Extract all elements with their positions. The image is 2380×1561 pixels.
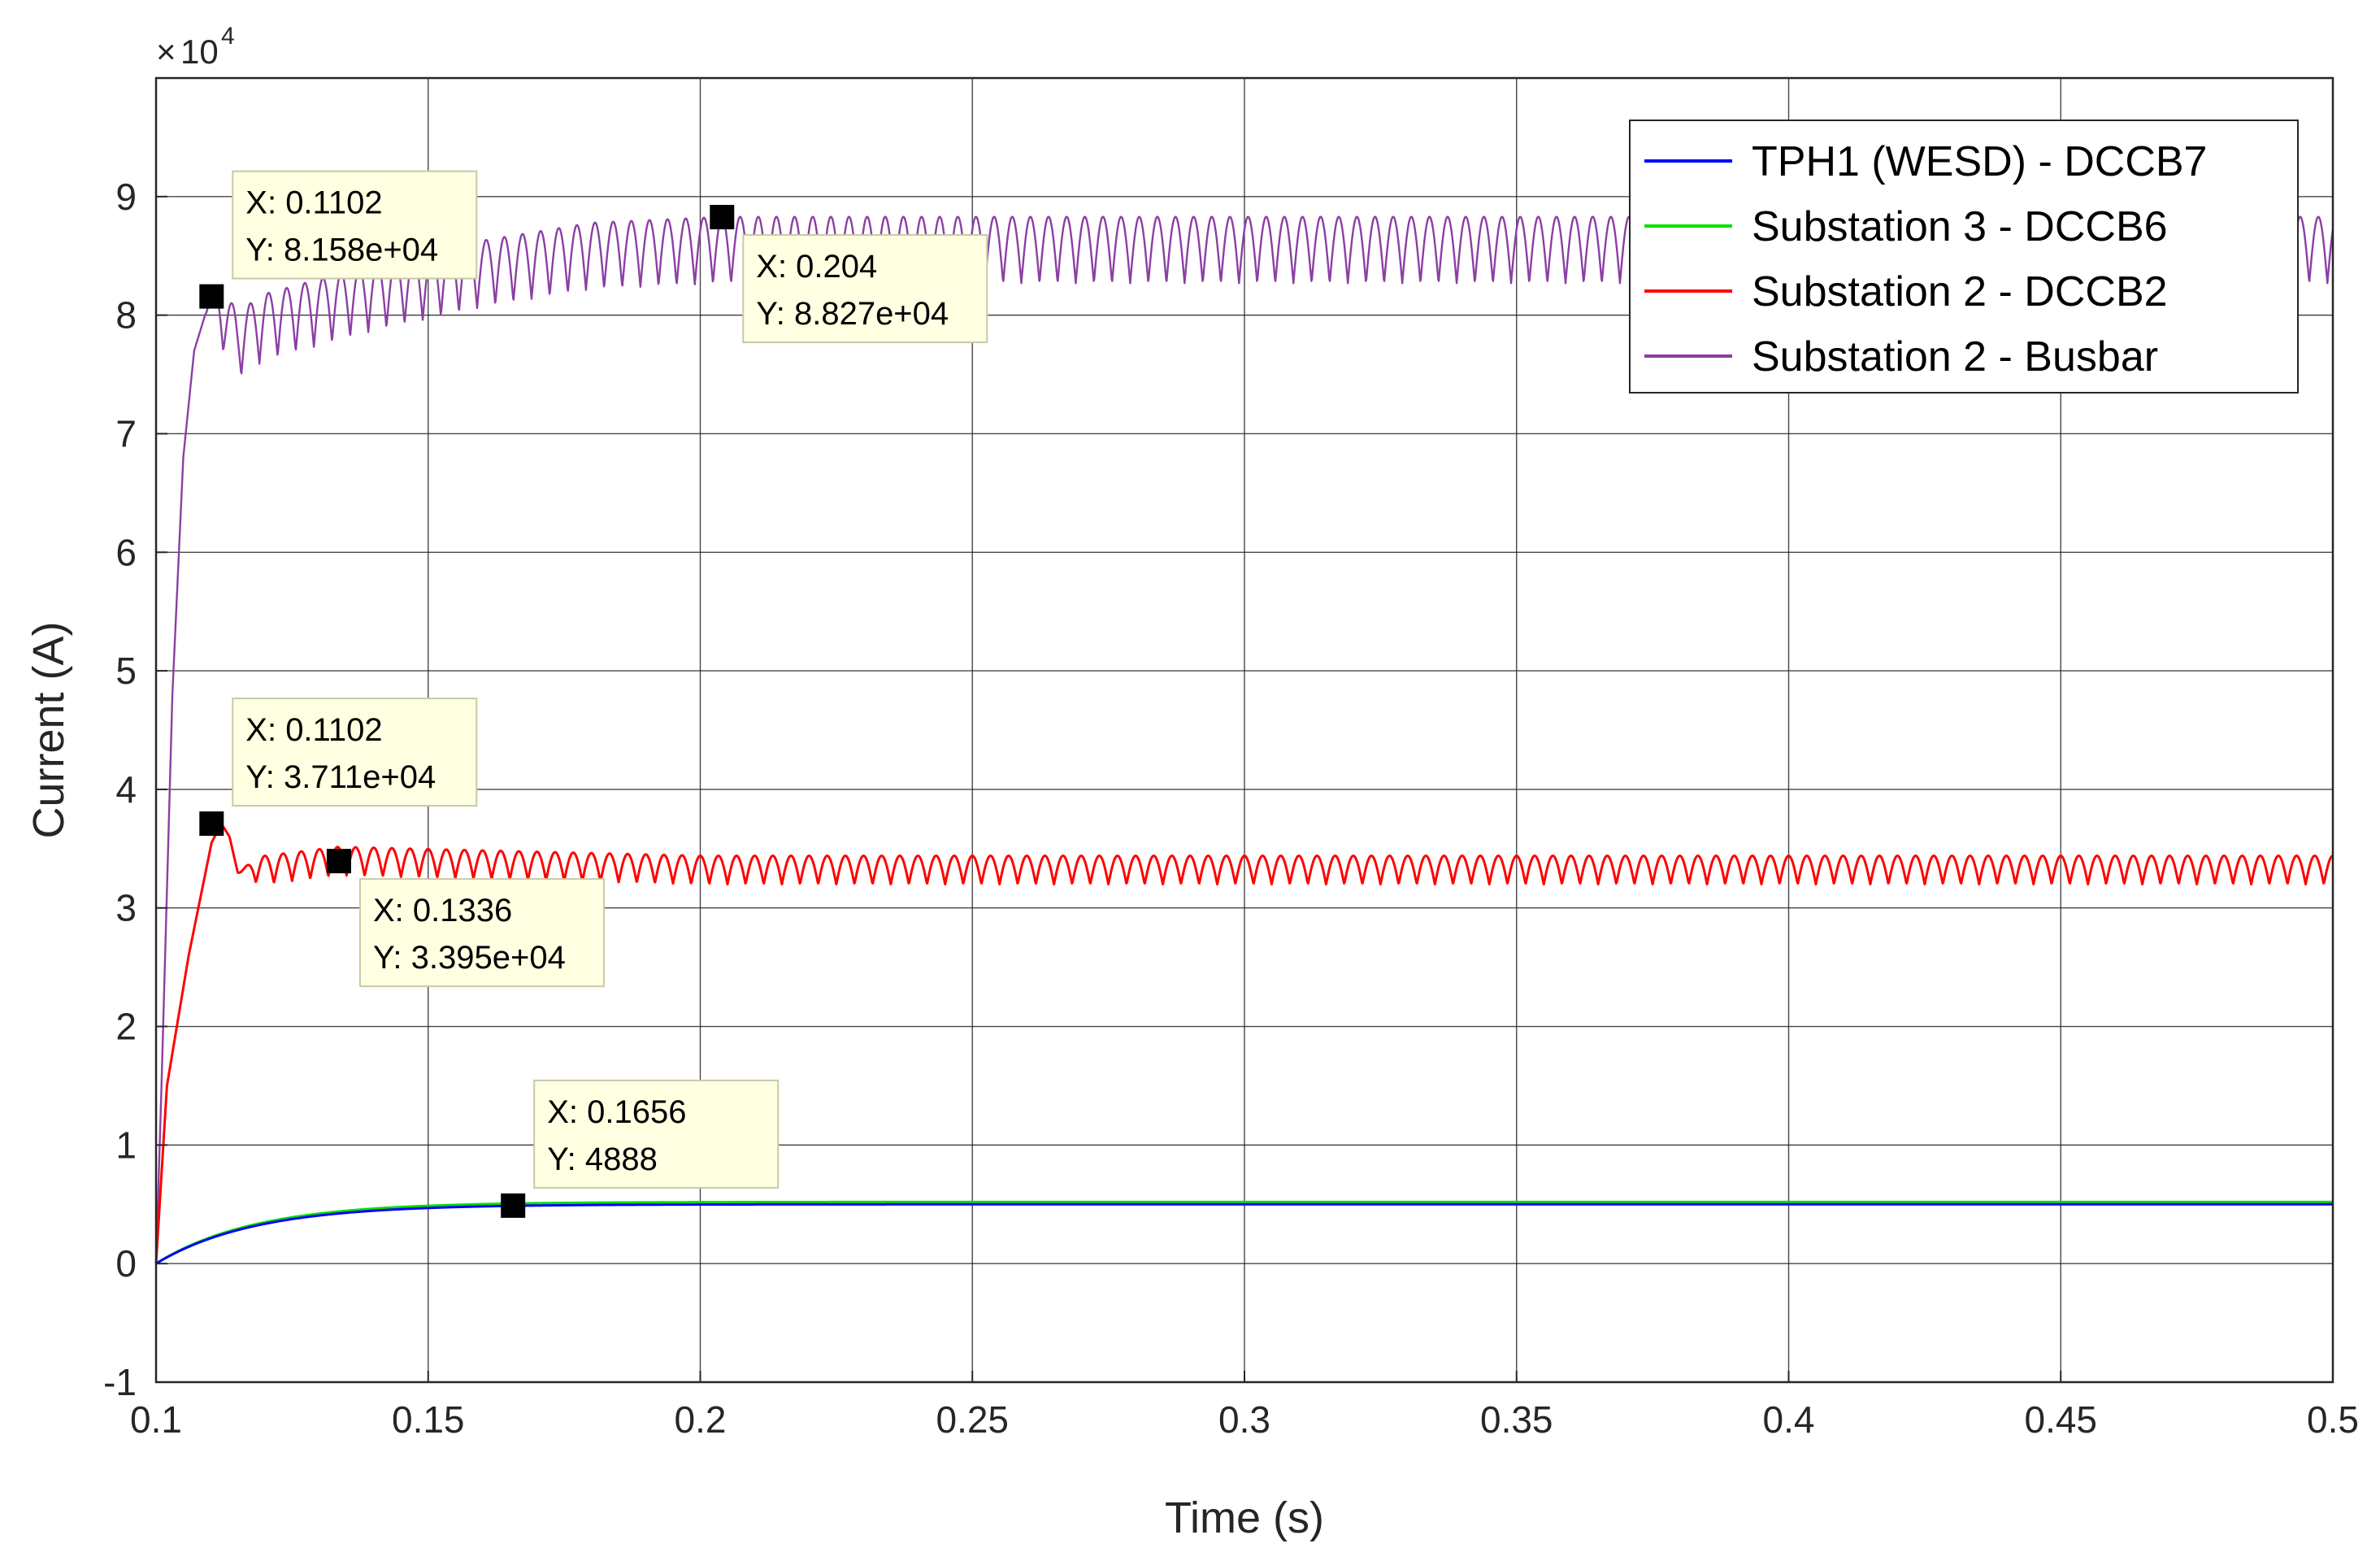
x-tick-label: 0.15 [392,1398,465,1441]
y-tick-label: 8 [115,294,137,337]
legend-label: TPH1 (WESD) - DCCB7 [1752,138,2207,185]
ticks: 0.1 0.15 0.2 0.25 0.3 0.35 0.4 0.45 0.5 -1 0 1 2 3 4 5 6… [103,176,2359,1441]
datatip-y-label: Y: 8.158e+04 [245,233,438,268]
datatip-box [232,170,478,280]
y-exponent-times: × [156,33,176,71]
legend-item[interactable]: Substation 2 - DCCB2 [1644,268,2168,315]
datatip-y-label: Y: 3.395e+04 [373,940,566,976]
y-exponent-base: 10 [180,33,219,71]
y-tick-label: 1 [115,1124,137,1166]
x-tick-label: 0.4 [1763,1398,1815,1441]
datatip-box [358,878,605,988]
datatip-x-label: X: 0.204 [756,249,877,285]
annotation-layer: X: 0.1102 Y: 8.158e+04 X: 0.204 Y: 8.827e+0… [199,170,988,1218]
y-tick-label: 9 [115,176,137,218]
y-exponent-power: 4 [221,23,235,50]
x-tick-label: 0.35 [1480,1398,1553,1441]
series-line-3 [154,822,2334,1264]
legend-item[interactable]: Substation 2 - Busbar [1644,333,2158,380]
y-axis-title: Current (A) [24,621,73,838]
y-tick-label: 5 [115,650,137,692]
y-tick-label: 6 [115,531,137,573]
x-tick-label: 0.2 [675,1398,727,1441]
legend-label: Substation 2 - DCCB2 [1752,268,2168,315]
datatip-y-label: Y: 4888 [547,1141,658,1177]
datatip[interactable]: X: 0.1336 Y: 3.395e+04 [326,849,605,988]
datatip-marker[interactable] [199,284,224,309]
datatip-marker[interactable] [501,1193,526,1218]
datatip-marker[interactable] [710,205,735,230]
datatip[interactable]: X: 0.1656 Y: 4888 [501,1079,780,1218]
datatip-x-label: X: 0.1102 [245,712,382,748]
legend-label: Substation 2 - Busbar [1752,333,2158,380]
datatip-box [533,1079,780,1189]
datatip[interactable]: X: 0.204 Y: 8.827e+04 [710,205,988,344]
y-tick-label: 0 [115,1242,137,1285]
datatip[interactable]: X: 0.1102 Y: 8.158e+04 [199,170,478,309]
datatip[interactable]: X: 0.1102 Y: 3.711e+04 [199,698,478,837]
legend-box [1629,120,2299,394]
datatip-y-label: Y: 3.711e+04 [245,759,436,795]
x-tick-label: 0.25 [936,1398,1009,1441]
datatip-x-label: X: 0.1336 [373,893,512,928]
x-axis-title: Time (s) [1165,1494,1324,1542]
datatip-box [742,234,988,344]
x-tick-label: 0.45 [2024,1398,2097,1441]
y-tick-label: 3 [115,887,137,929]
y-tick-label: 2 [115,1006,137,1048]
legend-item[interactable]: TPH1 (WESD) - DCCB7 [1644,138,2207,185]
y-tick-label: -1 [103,1361,137,1403]
datatip-marker[interactable] [326,849,351,874]
y-tick-label: 4 [115,768,137,811]
x-tick-label: 0.3 [1218,1398,1270,1441]
datatip-box [232,698,478,807]
datatip-x-label: X: 0.1656 [547,1094,686,1130]
legend-label: Substation 3 - DCCB6 [1752,203,2168,250]
y-tick-label: 7 [115,412,137,454]
datatip-x-label: X: 0.1102 [245,185,382,221]
datatip-y-label: Y: 8.827e+04 [756,296,949,332]
x-tick-label: 0.5 [2307,1398,2359,1441]
grid [155,78,2334,1383]
y-exponent-label: 10 [180,33,219,71]
datatip-marker[interactable] [199,811,224,837]
legend: TPH1 (WESD) - DCCB7 Substation 3 - DCCB6 S… [1629,120,2299,394]
legend-item[interactable]: Substation 3 - DCCB6 [1644,203,2168,250]
x-tick-label: 0.1 [130,1398,182,1441]
